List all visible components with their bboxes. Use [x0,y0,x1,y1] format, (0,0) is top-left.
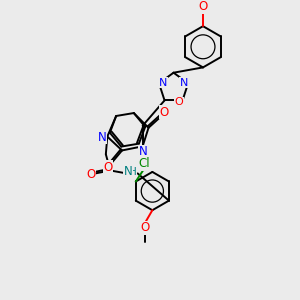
Text: O: O [160,106,169,119]
Text: O: O [86,168,96,182]
Text: O: O [140,221,150,234]
Text: H: H [129,167,137,177]
Text: N: N [98,131,106,144]
Text: Cl: Cl [139,157,150,170]
Text: N: N [180,78,188,88]
Text: N: N [139,145,148,158]
Text: N: N [159,78,167,88]
Text: O: O [198,0,208,13]
Text: O: O [175,97,183,107]
Text: O: O [103,161,113,174]
Text: N: N [124,165,133,178]
